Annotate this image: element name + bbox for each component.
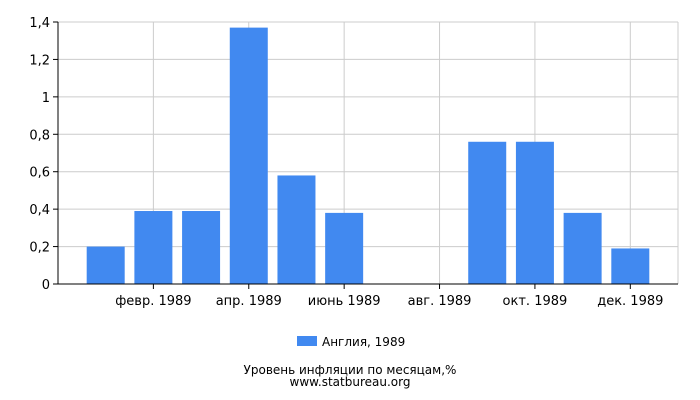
- legend-swatch: [297, 336, 317, 346]
- y-tick-label: 1: [42, 91, 50, 106]
- x-tick-label: июнь 1989: [308, 294, 381, 309]
- axes-layer: [53, 21, 678, 289]
- bar: [182, 211, 221, 284]
- x-tick-label: февр. 1989: [115, 294, 191, 309]
- y-tick-label: 0,6: [29, 166, 50, 181]
- source-caption: www.statbureau.org: [290, 375, 411, 389]
- y-tick-label: 0: [42, 278, 50, 293]
- bar: [134, 211, 173, 284]
- x-tick-label: авг. 1989: [408, 294, 472, 309]
- bar: [325, 212, 364, 284]
- bar: [563, 212, 602, 284]
- x-tick-label: дек. 1989: [597, 294, 663, 309]
- y-tick-label: 0,2: [29, 241, 50, 256]
- legend-label: Англия, 1989: [322, 335, 405, 349]
- bar: [86, 246, 125, 284]
- y-tick-label: 0,4: [29, 203, 50, 218]
- x-tick-label: окт. 1989: [503, 294, 568, 309]
- bar: [229, 27, 268, 284]
- chart-caption: Уровень инфляции по месяцам,%: [244, 363, 457, 377]
- y-tick-labels: 0 0,2 0,4 0,6 0,8 1 1,2 1,4: [29, 16, 50, 293]
- x-tick-labels: февр. 1989 апр. 1989 июнь 1989 авг. 1989 окт…: [115, 294, 663, 309]
- bars-layer: [86, 27, 650, 284]
- y-tick-label: 0,8: [29, 128, 50, 143]
- legend: Англия, 1989: [297, 335, 405, 349]
- x-tick-label: апр. 1989: [216, 294, 282, 309]
- bar: [515, 141, 554, 284]
- y-tick-label: 1,4: [29, 16, 50, 31]
- bar: [468, 141, 507, 284]
- y-tick-label: 1,2: [29, 53, 50, 68]
- bar: [611, 248, 650, 284]
- bar: [277, 175, 316, 284]
